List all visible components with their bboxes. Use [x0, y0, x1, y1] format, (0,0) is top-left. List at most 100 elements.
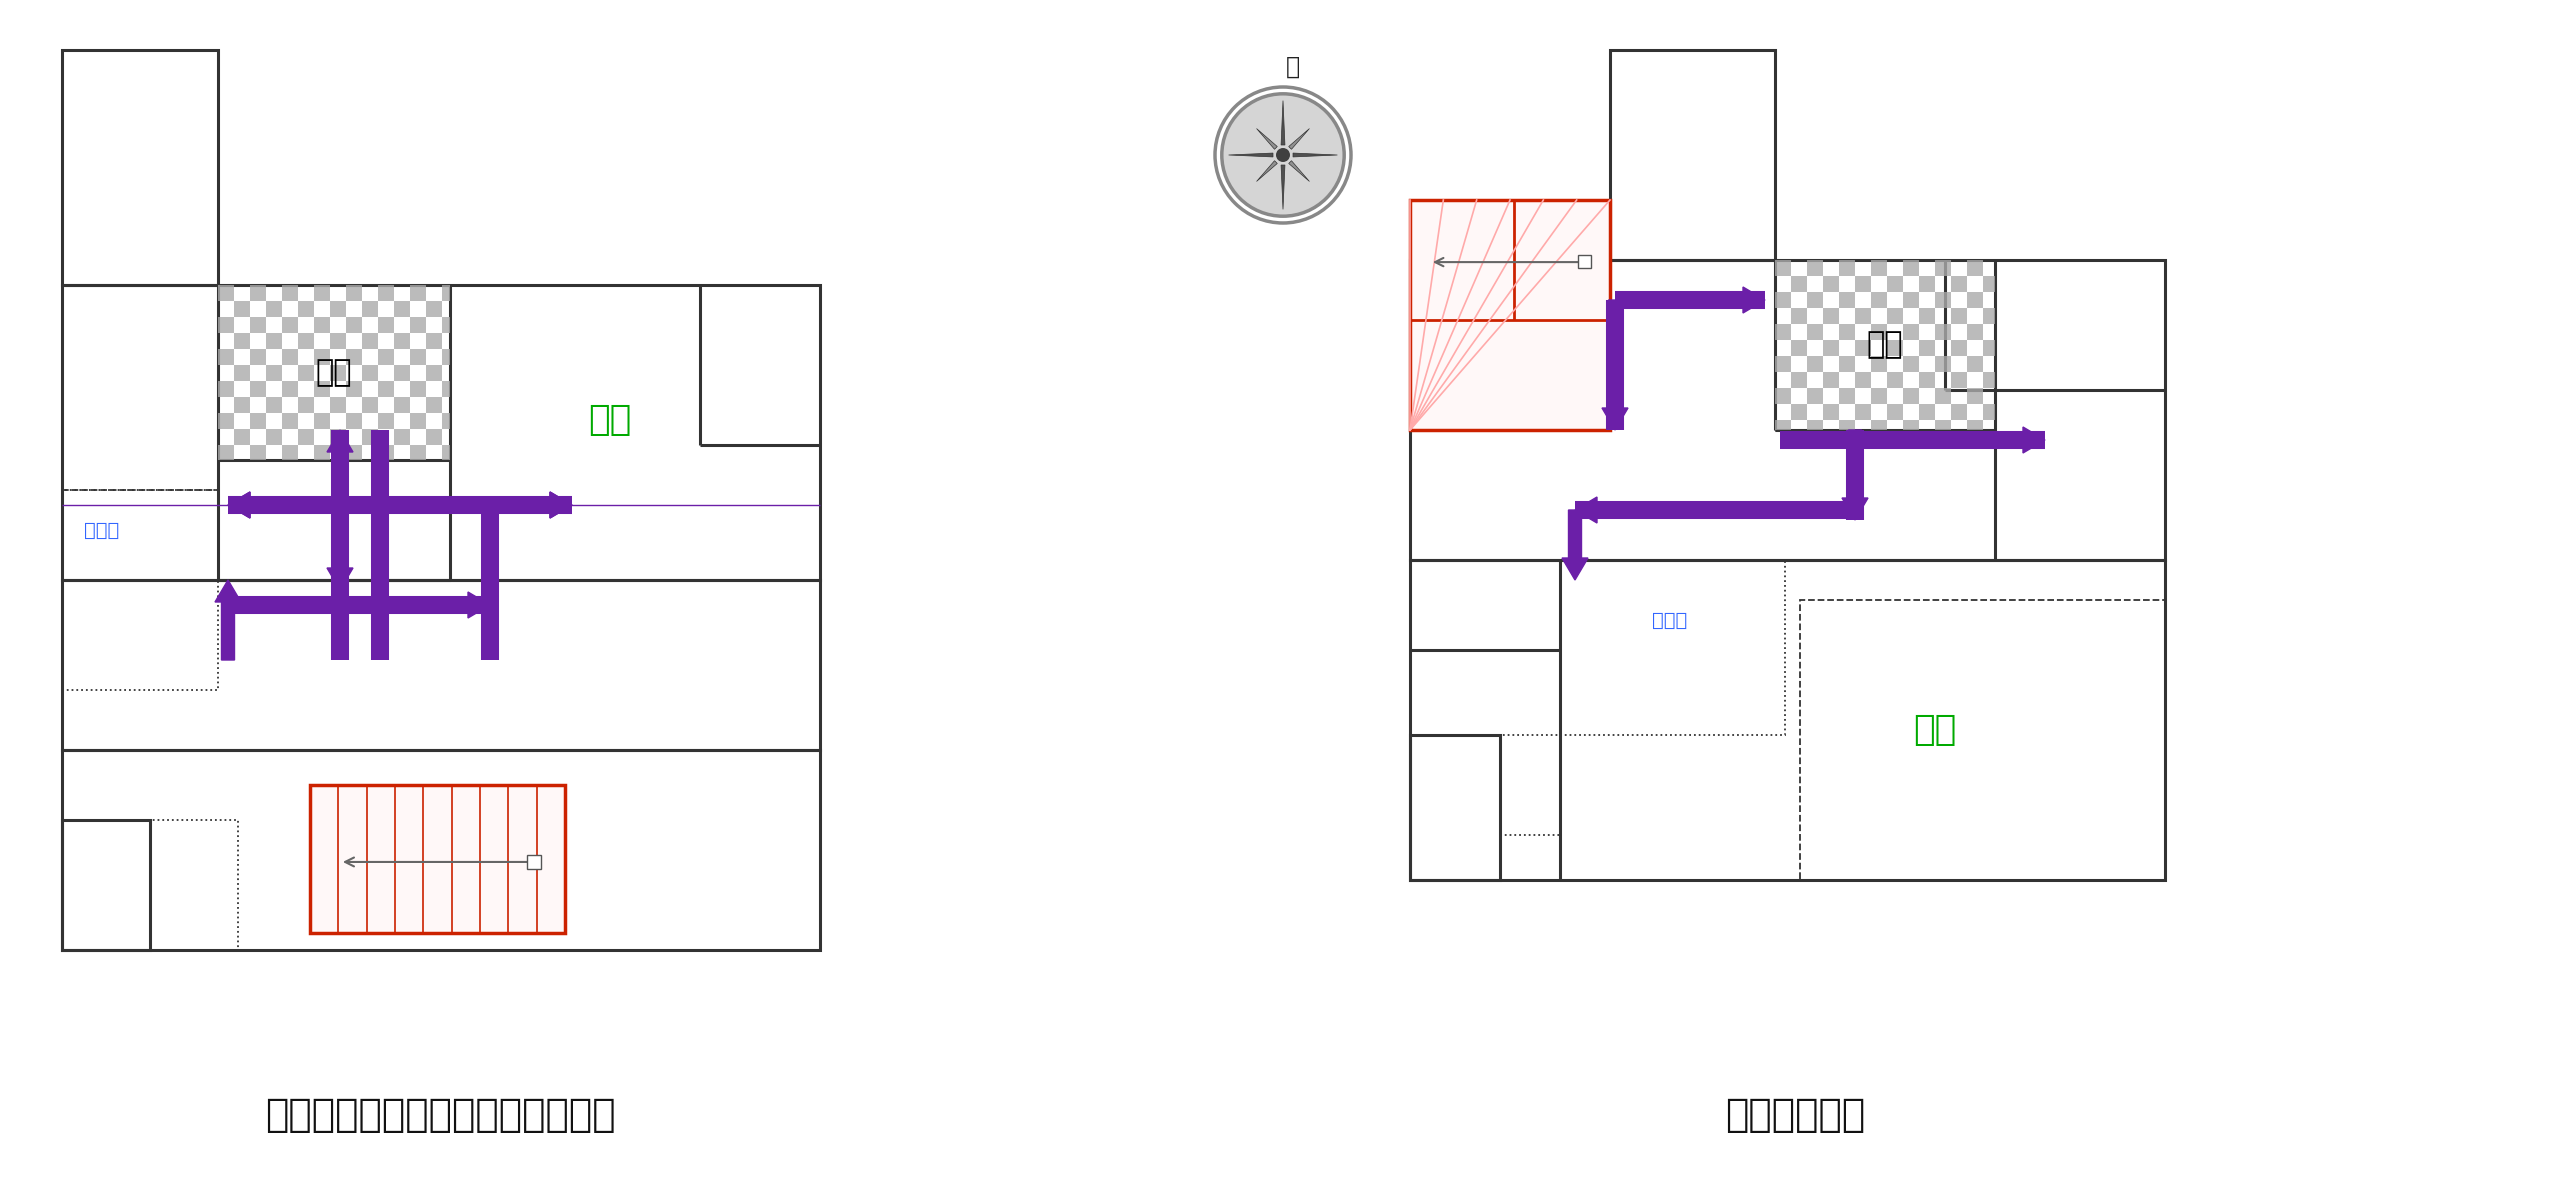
Bar: [297, 300, 315, 317]
FancyArrow shape: [1664, 287, 1764, 313]
Bar: [1966, 324, 1984, 340]
FancyArrow shape: [328, 505, 353, 590]
Bar: [1823, 308, 1838, 324]
Bar: [1774, 260, 1792, 276]
Bar: [1823, 371, 1838, 388]
Bar: [330, 429, 346, 445]
Polygon shape: [1280, 101, 1285, 146]
Bar: [361, 429, 379, 445]
Bar: [61, 820, 151, 950]
Bar: [61, 50, 218, 285]
Circle shape: [1221, 93, 1344, 216]
Bar: [379, 349, 394, 366]
Bar: [315, 381, 330, 397]
Bar: [379, 285, 394, 300]
Bar: [346, 349, 361, 366]
Bar: [443, 413, 451, 429]
Text: 北: 北: [1285, 54, 1300, 79]
Bar: [233, 429, 251, 445]
Bar: [1966, 356, 1984, 371]
Polygon shape: [1229, 153, 1272, 157]
Circle shape: [1275, 148, 1290, 162]
Bar: [346, 445, 361, 460]
Polygon shape: [1257, 161, 1277, 181]
FancyArrow shape: [1894, 427, 2045, 453]
Bar: [1792, 308, 1807, 324]
Bar: [361, 300, 379, 317]
Bar: [1966, 260, 1984, 276]
Bar: [1856, 340, 1871, 356]
Bar: [1887, 276, 1902, 292]
Bar: [1774, 388, 1792, 405]
Bar: [251, 445, 266, 460]
Text: 洗面所: 洗面所: [84, 521, 120, 539]
Bar: [315, 317, 330, 332]
Bar: [1823, 276, 1838, 292]
Bar: [330, 300, 346, 317]
Text: 玄関: 玄関: [315, 358, 353, 387]
Bar: [251, 349, 266, 366]
Bar: [251, 317, 266, 332]
Bar: [1935, 356, 1951, 371]
Bar: [282, 413, 297, 429]
Bar: [394, 332, 410, 349]
Polygon shape: [1280, 164, 1285, 209]
Bar: [379, 381, 394, 397]
Bar: [1871, 420, 1887, 429]
Bar: [443, 317, 451, 332]
Text: 和室: 和室: [589, 403, 632, 437]
Bar: [1935, 420, 1951, 429]
Bar: [379, 317, 394, 332]
FancyArrow shape: [215, 580, 241, 660]
Bar: [266, 429, 282, 445]
Bar: [1792, 340, 1807, 356]
Bar: [330, 332, 346, 349]
Bar: [361, 397, 379, 413]
Bar: [1838, 292, 1856, 308]
Bar: [1838, 356, 1856, 371]
Bar: [425, 429, 443, 445]
Bar: [315, 445, 330, 460]
Polygon shape: [1293, 153, 1336, 157]
FancyArrow shape: [310, 492, 571, 518]
Bar: [266, 397, 282, 413]
Bar: [1951, 405, 1966, 420]
Bar: [233, 397, 251, 413]
Bar: [410, 445, 425, 460]
Bar: [1800, 600, 2166, 880]
Bar: [1984, 340, 1994, 356]
Bar: [61, 580, 819, 750]
Bar: [218, 445, 233, 460]
FancyArrow shape: [228, 592, 489, 618]
Bar: [1966, 420, 1984, 429]
Bar: [1807, 420, 1823, 429]
Bar: [218, 285, 451, 460]
Bar: [425, 332, 443, 349]
Polygon shape: [1288, 161, 1311, 181]
Text: 玄関: 玄関: [1866, 330, 1902, 360]
FancyArrow shape: [1574, 497, 1805, 523]
Polygon shape: [1257, 129, 1277, 149]
Bar: [1559, 560, 1784, 735]
Bar: [1823, 405, 1838, 420]
Bar: [315, 285, 330, 300]
Text: 洗面所: 洗面所: [1651, 610, 1687, 629]
Bar: [425, 366, 443, 381]
Bar: [330, 397, 346, 413]
FancyArrow shape: [1562, 510, 1587, 580]
Bar: [315, 349, 330, 366]
Bar: [1856, 308, 1871, 324]
Bar: [1792, 405, 1807, 420]
Bar: [425, 397, 443, 413]
Bar: [361, 366, 379, 381]
Bar: [346, 285, 361, 300]
Bar: [1774, 260, 1994, 429]
Bar: [251, 381, 266, 397]
Text: オープンステア（リビング階段）: オープンステア（リビング階段）: [264, 1095, 614, 1134]
Bar: [151, 820, 238, 950]
Text: ボックス階段: ボックス階段: [1725, 1095, 1866, 1134]
Bar: [61, 750, 819, 950]
Bar: [1902, 260, 1920, 276]
Bar: [1807, 356, 1823, 371]
Bar: [1500, 735, 1559, 835]
